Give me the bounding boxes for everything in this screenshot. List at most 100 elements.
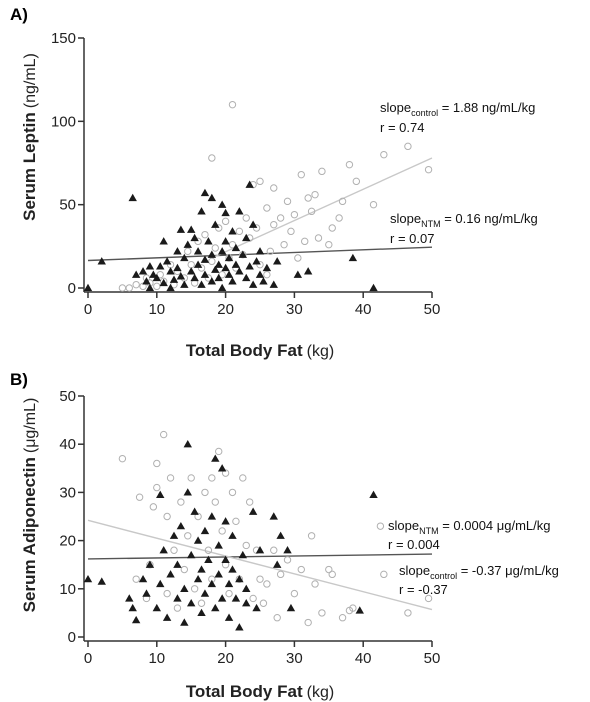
triangle-point xyxy=(152,603,161,612)
circle-point xyxy=(125,284,133,292)
circle-point xyxy=(252,224,261,232)
circle-point xyxy=(139,282,147,291)
circle-point xyxy=(194,237,202,246)
fit-line-control xyxy=(87,519,433,611)
y-tick-label: 40 xyxy=(59,436,76,453)
triangle-point xyxy=(228,531,237,539)
triangle-point xyxy=(190,273,199,282)
triangle-point xyxy=(355,606,364,614)
circle-point xyxy=(211,498,219,506)
x-tick-label: 30 xyxy=(286,301,303,318)
triangle-point xyxy=(156,579,165,588)
circle-point xyxy=(208,474,216,482)
circle-point xyxy=(325,240,333,249)
triangle-point xyxy=(224,253,234,262)
panel-b-y-axis-title: Serum Adiponectin xyxy=(20,457,39,612)
circle-point xyxy=(270,184,278,192)
triangle-point xyxy=(259,277,268,285)
triangle-point xyxy=(273,257,282,265)
circle-point xyxy=(149,503,158,511)
triangle-point xyxy=(207,193,217,202)
x-tick-label: 0 xyxy=(84,301,92,318)
triangle-point xyxy=(197,565,206,573)
circle-point xyxy=(228,100,237,109)
triangle-point xyxy=(252,257,261,265)
circle-point xyxy=(301,237,309,246)
circle-point xyxy=(290,589,299,598)
triangle-point xyxy=(193,247,203,255)
triangle-point xyxy=(183,488,192,496)
triangle-point xyxy=(197,207,206,215)
circle-point xyxy=(297,170,305,179)
circle-point xyxy=(249,594,257,603)
triangle-point xyxy=(252,603,261,612)
triangle-point xyxy=(235,623,244,631)
circle-point xyxy=(266,247,275,256)
triangle-point xyxy=(211,454,220,462)
panel-a-control-slope-value: = 1.88 ng/mL/kg xyxy=(438,100,535,115)
panel-b-control-slope-main: slope xyxy=(399,563,430,578)
triangle-point xyxy=(217,283,227,292)
panel-b-ntm-slope-sub: NTM xyxy=(419,526,439,536)
triangle-point xyxy=(125,594,134,602)
circle-point xyxy=(218,527,226,535)
circle-point xyxy=(194,512,202,521)
circle-point xyxy=(201,230,209,239)
triangle-point xyxy=(138,267,148,275)
triangle-point xyxy=(214,570,223,578)
circle-point xyxy=(287,227,295,236)
panel-b-control-slope: slopecontrol = -0.37 μg/mL/kg xyxy=(399,563,559,581)
y-tick-label: 50 xyxy=(59,197,76,214)
triangle-point xyxy=(214,541,223,549)
triangle-point xyxy=(193,260,203,268)
panel-b-y-axis-label: Serum Adiponectin (μg/mL) xyxy=(20,398,39,613)
triangle-point xyxy=(245,180,254,188)
triangle-point xyxy=(207,277,217,285)
panel-a-ntm-slope-main: slope xyxy=(390,211,421,226)
triangle-point xyxy=(183,240,192,248)
panel-a-y-axis-label: Serum Leptin (ng/mL) xyxy=(20,53,39,221)
circle-point xyxy=(424,165,433,174)
panel-a-ntm-slope: slopeNTM = 0.16 ng/mL/kg xyxy=(390,211,538,229)
circle-point xyxy=(294,254,302,262)
circle-point xyxy=(245,498,254,506)
y-tick-label: 150 xyxy=(51,30,76,47)
circle-point xyxy=(376,522,385,530)
triangle-point xyxy=(152,273,161,282)
circle-point xyxy=(345,160,354,169)
circle-point xyxy=(325,565,333,574)
circle-point xyxy=(328,570,336,579)
circle-point xyxy=(197,599,206,607)
circle-point xyxy=(242,214,250,222)
triangle-point xyxy=(269,512,278,520)
triangle-point xyxy=(255,270,265,278)
panel-a-axes: 0 50 100 150 0 10 20 30 40 50 xyxy=(51,30,440,318)
circle-point xyxy=(208,154,216,162)
triangle-point xyxy=(128,193,137,202)
triangle-point xyxy=(176,521,186,530)
circle-point xyxy=(318,609,326,617)
circle-point xyxy=(184,532,192,540)
circle-point xyxy=(270,546,278,554)
triangle-point xyxy=(204,555,213,564)
circle-point xyxy=(197,264,206,272)
triangle-point xyxy=(224,579,234,588)
triangle-point xyxy=(211,603,220,612)
triangle-point xyxy=(348,253,358,262)
triangle-point xyxy=(217,594,227,602)
circle-point xyxy=(280,240,288,249)
circle-point xyxy=(163,589,171,598)
y-tick-label: 100 xyxy=(51,113,76,130)
triangle-point xyxy=(369,490,378,498)
panel-a-x-axis-unit: (kg) xyxy=(307,343,335,360)
panel-b-label: B) xyxy=(10,370,28,389)
triangle-point xyxy=(97,257,106,265)
triangle-point xyxy=(242,599,251,607)
triangle-point xyxy=(197,608,206,617)
triangle-point xyxy=(214,260,223,268)
triangle-point xyxy=(207,579,217,588)
circle-point xyxy=(132,280,140,289)
triangle-point xyxy=(176,272,186,280)
triangle-point xyxy=(273,560,282,568)
